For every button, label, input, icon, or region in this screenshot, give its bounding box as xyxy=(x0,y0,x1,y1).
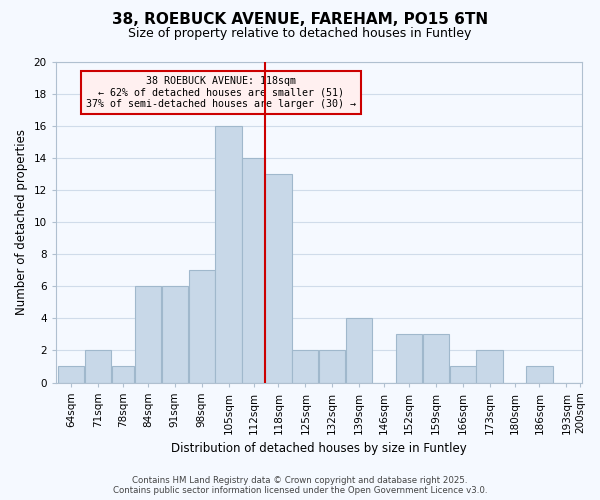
Bar xyxy=(188,270,215,382)
Bar xyxy=(526,366,553,382)
Text: Size of property relative to detached houses in Funtley: Size of property relative to detached ho… xyxy=(128,28,472,40)
Text: Contains HM Land Registry data © Crown copyright and database right 2025.
Contai: Contains HM Land Registry data © Crown c… xyxy=(113,476,487,495)
Bar xyxy=(161,286,188,382)
Y-axis label: Number of detached properties: Number of detached properties xyxy=(15,129,28,315)
Bar xyxy=(58,366,85,382)
Bar xyxy=(85,350,111,382)
Bar xyxy=(265,174,292,382)
Bar xyxy=(346,318,372,382)
Bar xyxy=(449,366,476,382)
Bar xyxy=(292,350,319,382)
Text: 38 ROEBUCK AVENUE: 118sqm
← 62% of detached houses are smaller (51)
37% of semi-: 38 ROEBUCK AVENUE: 118sqm ← 62% of detac… xyxy=(86,76,356,109)
Bar xyxy=(422,334,449,382)
Bar xyxy=(112,366,134,382)
Bar xyxy=(215,126,242,382)
X-axis label: Distribution of detached houses by size in Funtley: Distribution of detached houses by size … xyxy=(171,442,467,455)
Bar xyxy=(319,350,346,382)
Bar xyxy=(396,334,422,382)
Bar xyxy=(135,286,161,382)
Bar xyxy=(242,158,265,382)
Bar xyxy=(476,350,503,382)
Text: 38, ROEBUCK AVENUE, FAREHAM, PO15 6TN: 38, ROEBUCK AVENUE, FAREHAM, PO15 6TN xyxy=(112,12,488,28)
